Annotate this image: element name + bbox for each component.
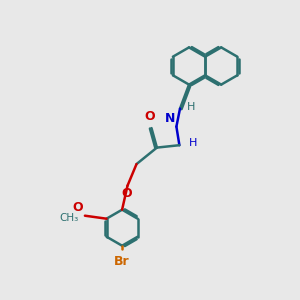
Text: O: O — [122, 187, 132, 200]
Text: H: H — [188, 138, 197, 148]
Text: H: H — [187, 102, 195, 112]
Text: N: N — [165, 112, 175, 125]
Text: O: O — [73, 201, 83, 214]
Text: O: O — [145, 110, 155, 123]
Text: CH₃: CH₃ — [60, 213, 79, 223]
Text: Br: Br — [114, 255, 130, 268]
